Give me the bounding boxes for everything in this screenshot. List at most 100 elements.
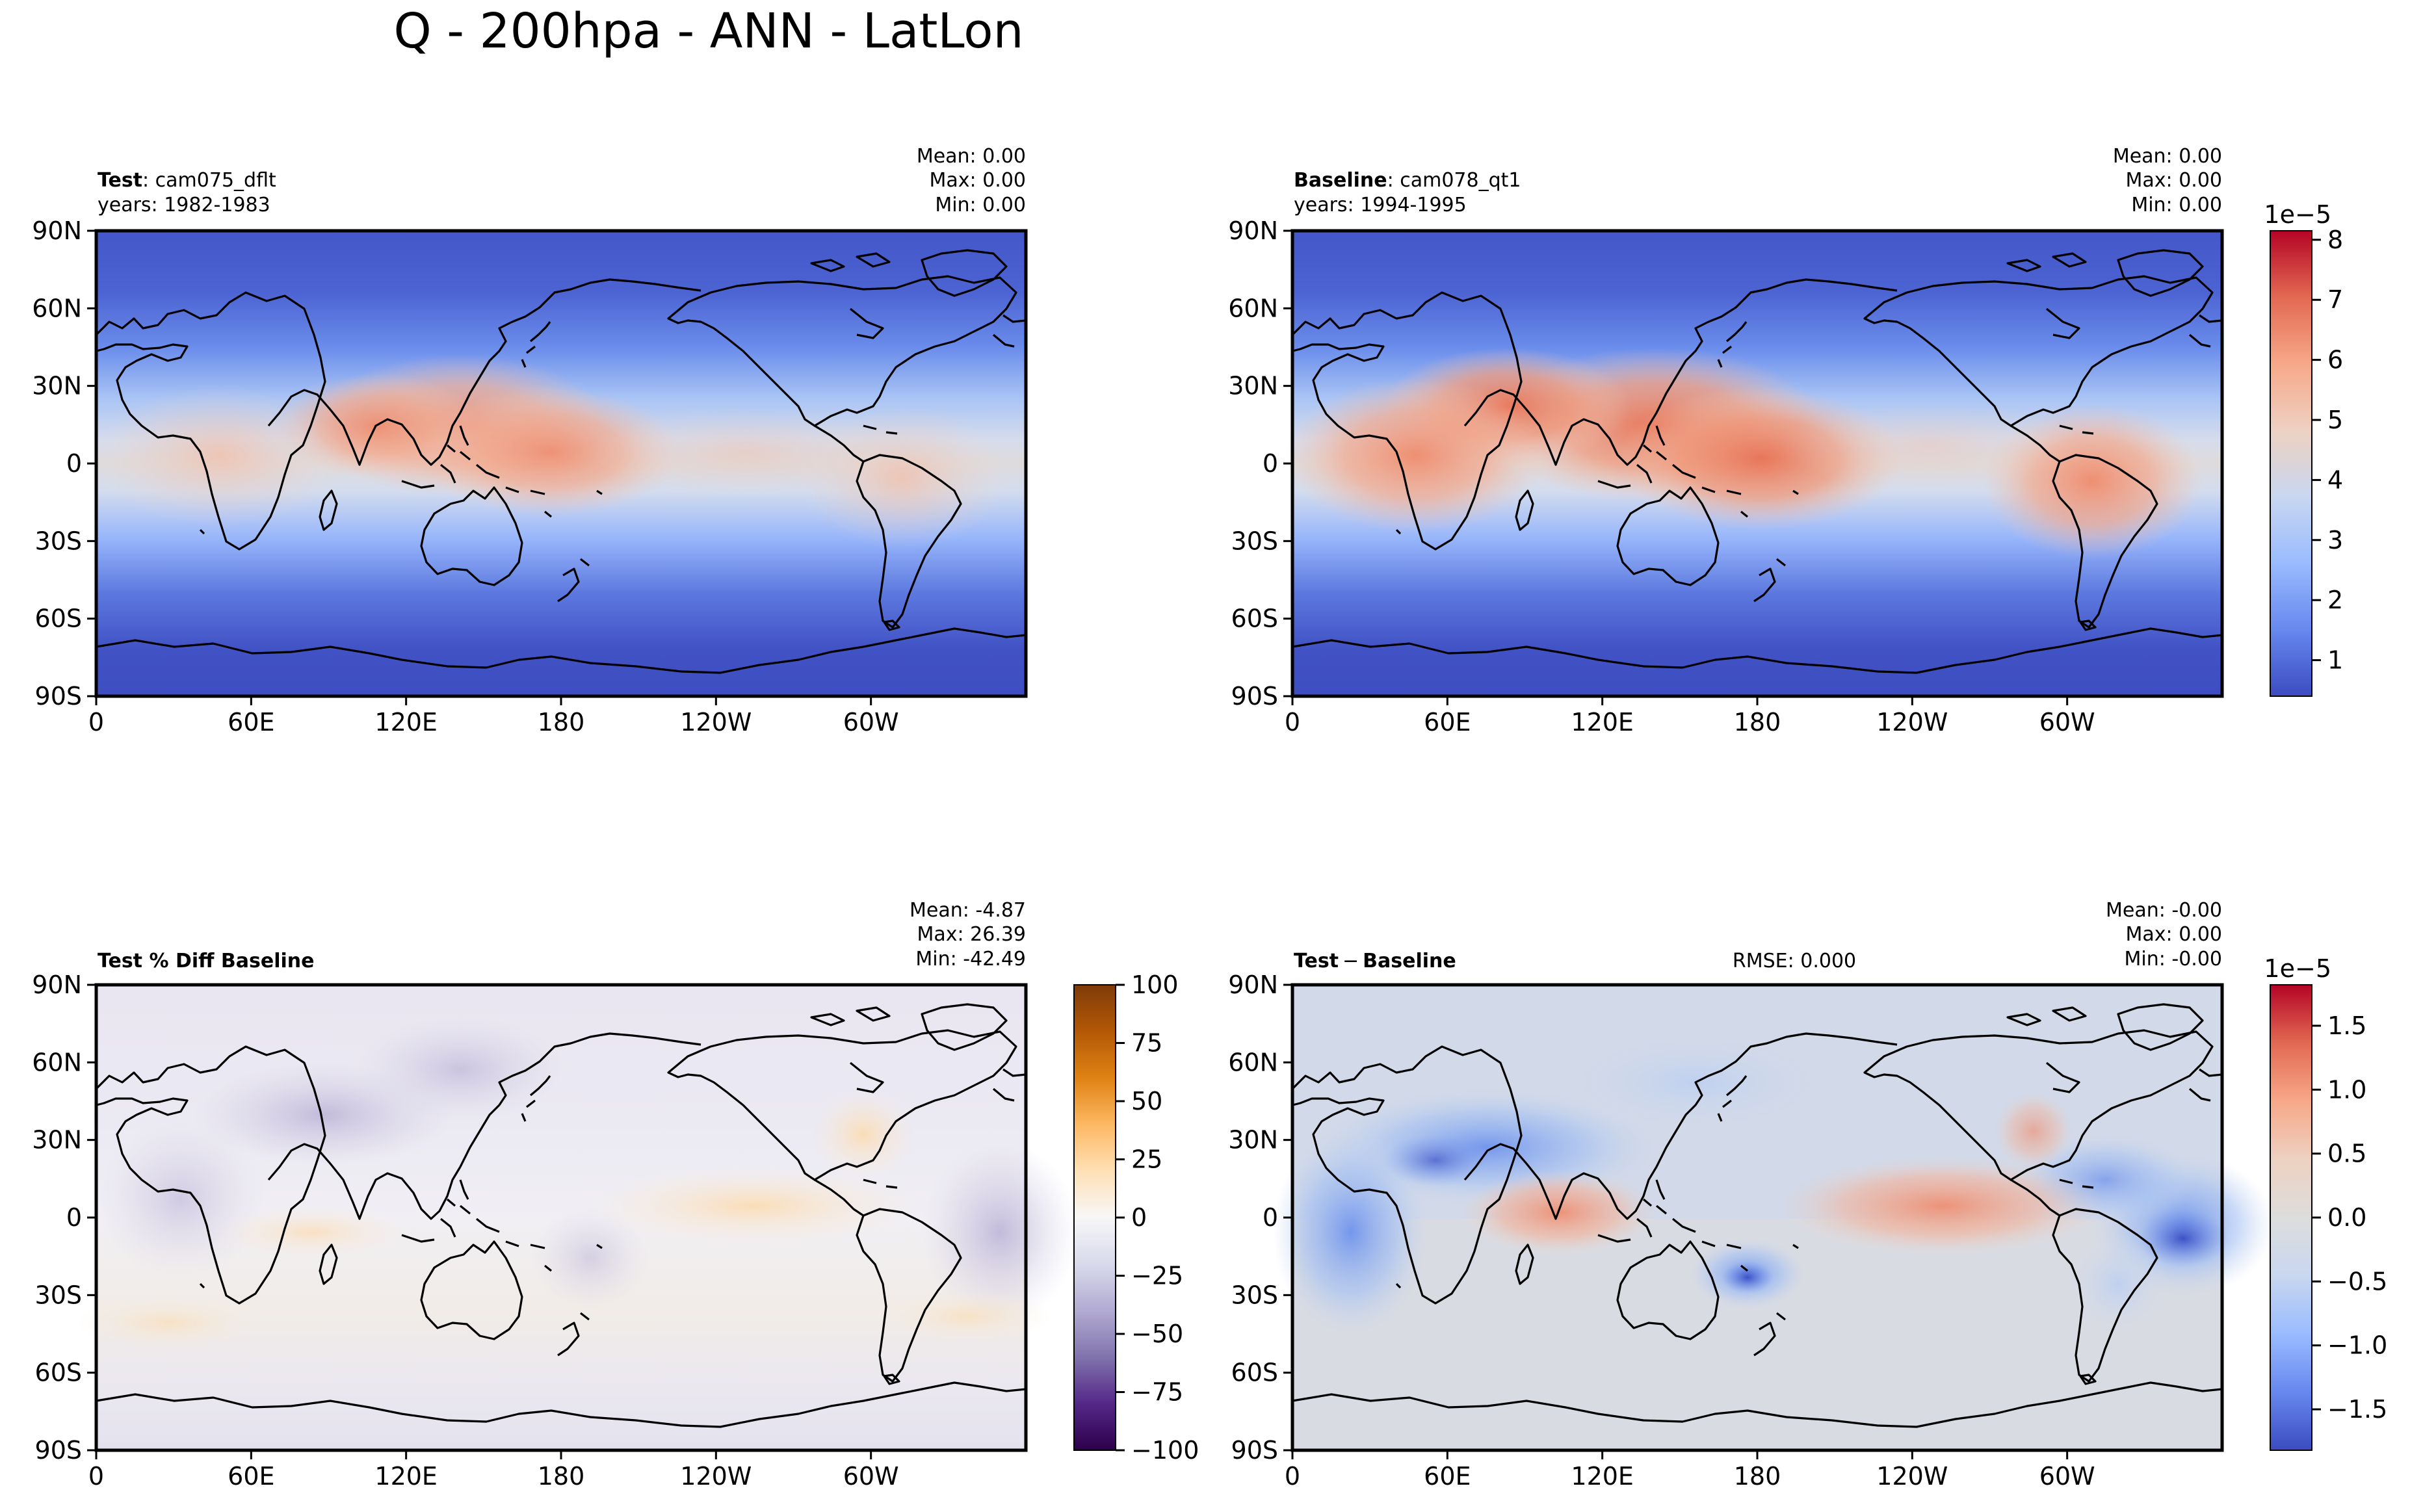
y-tick-label: 60N (1228, 1048, 1278, 1076)
y-tick-label: 60N (32, 1048, 82, 1076)
colorbar-gradient (2270, 985, 2312, 1450)
panel-label-bold: Test (1294, 950, 1339, 972)
x-tick-label: 0 (88, 708, 104, 736)
y-tick-label: 30S (35, 527, 82, 555)
panel-label: Test % Diff Baseline (98, 950, 315, 972)
stat-max: Max: 0.00 (2126, 169, 2222, 192)
panel-label-bold: Baseline (1294, 169, 1387, 192)
rmse-label: RMSE: 0.000 (1733, 950, 1856, 972)
stat-mean: Mean: -4.87 (910, 899, 1026, 922)
panel-baseline-axes: 0 60E 120E 180 120W 60W 90N 60N 30N 0 30S 60S 90S (1228, 216, 2095, 736)
colorbar-tick-label: 100 (1131, 971, 1179, 999)
colorbar-tick-label: 0.5 (2327, 1140, 2366, 1168)
colorbar-difference: 1.5 1.0 0.5 0.0 −0.5 −1.0 −1.5 1e−5 (2264, 954, 2387, 1451)
y-tick-label: 0 (66, 1203, 82, 1232)
panel-label: Test − Baseline (1294, 950, 1456, 972)
panel-difference-labels: Test − Baseline RMSE: 0.000 Mean: -0.00 Ma… (1294, 899, 2222, 972)
x-tick-label: 120W (1876, 708, 1948, 736)
x-tick-label: 0 (1285, 1462, 1300, 1491)
panel-difference (1273, 983, 2274, 1452)
x-tick-label: 120E (374, 708, 438, 736)
y-tick-label: 30S (35, 1281, 82, 1309)
colorbar-tick-label: 50 (1131, 1087, 1162, 1115)
x-tick-label: 60E (228, 1462, 274, 1491)
stat-min: Min: 0.00 (2131, 194, 2222, 216)
panel-label-bold-2: Baseline (1363, 950, 1456, 972)
y-tick-label: 60N (32, 294, 82, 322)
colorbar-percent-diff: 100 75 50 25 0 −25 −50 −75 −100 (1073, 971, 1199, 1465)
colorbar-exponent: 1e−5 (2264, 954, 2331, 983)
y-tick-label: 0 (66, 449, 82, 478)
colorbar-tick-label: 6 (2327, 346, 2343, 374)
colorbar-tick-label: 2 (2327, 586, 2343, 614)
x-tick-label: 180 (538, 708, 585, 736)
colorbar-tick-label: 3 (2327, 526, 2343, 554)
y-tick-label: 60N (1228, 294, 1278, 322)
stat-mean: Mean: -0.00 (2106, 899, 2222, 922)
colorbar-tick-label: 5 (2327, 406, 2343, 434)
colorbar-exponent: 1e−5 (2264, 200, 2331, 229)
panel-percent-diff-axes: 0 60E 120E 180 120W 60W 90N 60N 30N 0 30S 60S 90S (32, 971, 898, 1491)
x-tick-label: 120E (1571, 1462, 1634, 1491)
colorbar-tick-label: −75 (1131, 1378, 1183, 1407)
colorbar-tick-label: 0.0 (2327, 1203, 2366, 1232)
panel-label-text: : cam075_dflt (142, 169, 276, 192)
colorbar-tick-label: 75 (1131, 1029, 1162, 1058)
colorbar-tick-label: 8 (2327, 226, 2343, 254)
colorbar-tick-label: −100 (1131, 1436, 1199, 1465)
colorbar-tick-label: 1 (2327, 646, 2343, 675)
y-tick-label: 90S (1231, 682, 1278, 710)
panel-test (94, 229, 1028, 698)
x-tick-label: 0 (1285, 708, 1300, 736)
x-tick-label: 120W (1876, 1462, 1948, 1491)
panel-baseline (1286, 229, 2224, 698)
stat-min: Min: 0.00 (935, 194, 1026, 216)
stat-max: Max: 0.00 (2126, 923, 2222, 946)
x-tick-label: 60E (228, 708, 274, 736)
panel-label-minus: − (1343, 950, 1359, 972)
x-tick-label: 60E (1424, 708, 1471, 736)
y-tick-label: 30N (1228, 372, 1278, 400)
x-tick-label: 60E (1424, 1462, 1471, 1491)
stat-max: Max: 0.00 (930, 169, 1026, 192)
y-tick-label: 90N (32, 216, 82, 245)
colorbar-gradient (2270, 231, 2312, 696)
y-tick-label: 0 (1263, 449, 1278, 478)
x-tick-label: 60W (2039, 708, 2095, 736)
y-tick-label: 90N (1228, 971, 1278, 999)
x-tick-label: 120W (680, 708, 752, 736)
y-tick-label: 90N (1228, 216, 1278, 245)
y-tick-label: 30S (1231, 527, 1278, 555)
stat-max: Max: 26.39 (917, 923, 1026, 946)
x-tick-label: 180 (1734, 1462, 1781, 1491)
colorbar-frame (2270, 230, 2312, 697)
panel-percent-diff-labels: Test % Diff Baseline Mean: -4.87 Max: 26… (98, 899, 1026, 972)
x-tick-label: 60W (843, 708, 899, 736)
panel-years: years: 1994-1995 (1294, 194, 1467, 216)
y-tick-label: 60S (1231, 1359, 1278, 1387)
x-tick-label: 120E (374, 1462, 438, 1491)
stat-mean: Mean: 0.00 (917, 145, 1026, 168)
colorbar-humidity: 1 2 3 4 5 6 7 81e−5 (2264, 200, 2343, 697)
colorbar-tick-label: −25 (1131, 1262, 1183, 1290)
colorbar-tick-label: −0.5 (2327, 1267, 2387, 1296)
y-tick-label: 60S (35, 605, 82, 633)
x-tick-label: 120W (680, 1462, 752, 1491)
x-tick-label: 60W (843, 1462, 899, 1491)
panel-test-labels: Test: cam075_dflt years: 1982-1983 Mean:… (98, 145, 1026, 216)
panel-label: Baseline: cam078_qt1 (1294, 169, 1521, 192)
panel-percent-diff (77, 983, 1078, 1452)
x-tick-label: 180 (1734, 708, 1781, 736)
colorbar-tick-label: 25 (1131, 1145, 1162, 1174)
panel-label-text: : cam078_qt1 (1387, 169, 1521, 192)
y-tick-label: 60S (1231, 605, 1278, 633)
stat-min: Min: -42.49 (915, 948, 1026, 971)
panel-label: Test: cam075_dflt (98, 169, 276, 192)
y-tick-label: 30S (1231, 1281, 1278, 1309)
y-tick-label: 90S (35, 1436, 82, 1465)
panel-baseline-labels: Baseline: cam078_qt1 years: 1994-1995 Me… (1294, 145, 2222, 216)
panel-years: years: 1982-1983 (98, 194, 270, 216)
x-tick-label: 60W (2039, 1462, 2095, 1491)
y-tick-label: 60S (35, 1359, 82, 1387)
